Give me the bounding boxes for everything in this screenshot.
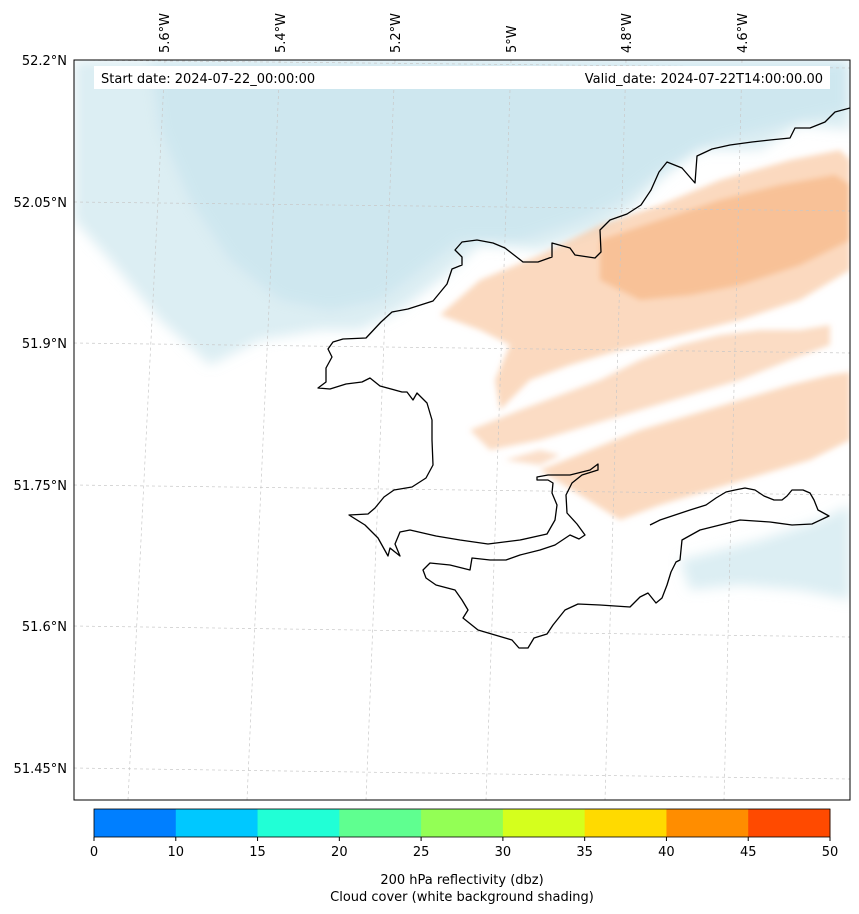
lon-label: 4.6°W — [736, 13, 751, 53]
colorbar-tick-label: 20 — [331, 845, 348, 860]
lat-label: 51.75°N — [14, 479, 67, 494]
colorbar-frame — [93, 808, 831, 838]
start-date-label: Start date: 2024-07-22_00:00:00 — [101, 72, 315, 87]
colorbar-tick-label: 35 — [576, 845, 593, 860]
lon-label: 5.2°W — [389, 13, 404, 53]
cloud-cover-area-dense — [150, 60, 850, 310]
map-panel[interactable]: Start date: 2024-07-22_00:00:00 Valid_da… — [73, 59, 851, 801]
lat-label: 52.05°N — [14, 196, 67, 211]
colorbar-label: 200 hPa reflectivity (dbz) — [380, 873, 543, 888]
colorbar-bin — [94, 809, 177, 837]
lon-label: 4.8°W — [620, 13, 635, 53]
reflectivity-shading — [440, 150, 850, 520]
colorbar-tick-label: 10 — [168, 845, 185, 860]
reflectivity-band — [600, 175, 850, 300]
colorbar-bin — [502, 809, 586, 837]
lon-label: 5.4°W — [274, 13, 289, 53]
colorbar: 0 10 15 20 25 30 35 40 45 50 200 hPa reflectivity… — [90, 808, 838, 905]
colorbar-ticks: 0 10 15 20 25 30 35 40 45 50 — [90, 837, 838, 860]
colorbar-tick-label: 50 — [822, 845, 839, 860]
colorbar-bin — [584, 809, 667, 837]
colorbar-bin — [175, 809, 259, 837]
lat-label: 51.45°N — [14, 762, 67, 777]
cloud-cover-area-south — [680, 505, 850, 600]
colorbar-bin — [339, 809, 422, 837]
colorbar-bin — [666, 809, 749, 837]
reflectivity-band — [505, 450, 560, 465]
colorbar-bin — [748, 809, 831, 837]
coastline — [317, 107, 850, 649]
colorbar-tick-label: 25 — [413, 845, 430, 860]
longitude-labels: 5.6°W 5.4°W 5.2°W 5°W 4.8°W 4.6°W — [158, 13, 751, 53]
reflectivity-band — [540, 372, 850, 520]
lat-label: 51.9°N — [22, 337, 67, 352]
colorbar-tick-label: 45 — [740, 845, 757, 860]
lat-label: 51.6°N — [22, 620, 67, 635]
valid-date-label: Valid_date: 2024-07-22T14:00:00.00 — [585, 72, 823, 87]
lon-label: 5°W — [505, 25, 520, 53]
colorbar-tick-label: 15 — [249, 845, 266, 860]
latitude-labels: 52.2°N 52.05°N 51.9°N 51.75°N 51.6°N 51.… — [14, 54, 67, 777]
coastline-main — [317, 107, 850, 649]
colorbar-bin — [257, 809, 340, 837]
info-box — [94, 66, 830, 89]
colorbar-tick-label: 0 — [90, 845, 98, 860]
reflectivity-band — [470, 325, 830, 450]
colorbar-tick-label: 30 — [495, 845, 512, 860]
colorbar-sublabel: Cloud cover (white background shading) — [330, 890, 594, 905]
colorbar-bin — [421, 809, 504, 837]
map-frame — [73, 59, 851, 801]
colorbar-tick-label: 40 — [658, 845, 675, 860]
lon-label: 5.6°W — [158, 13, 173, 53]
colorbar-bins — [94, 809, 831, 837]
lat-label: 52.2°N — [22, 54, 67, 69]
cloud-cover-shading — [74, 60, 850, 600]
